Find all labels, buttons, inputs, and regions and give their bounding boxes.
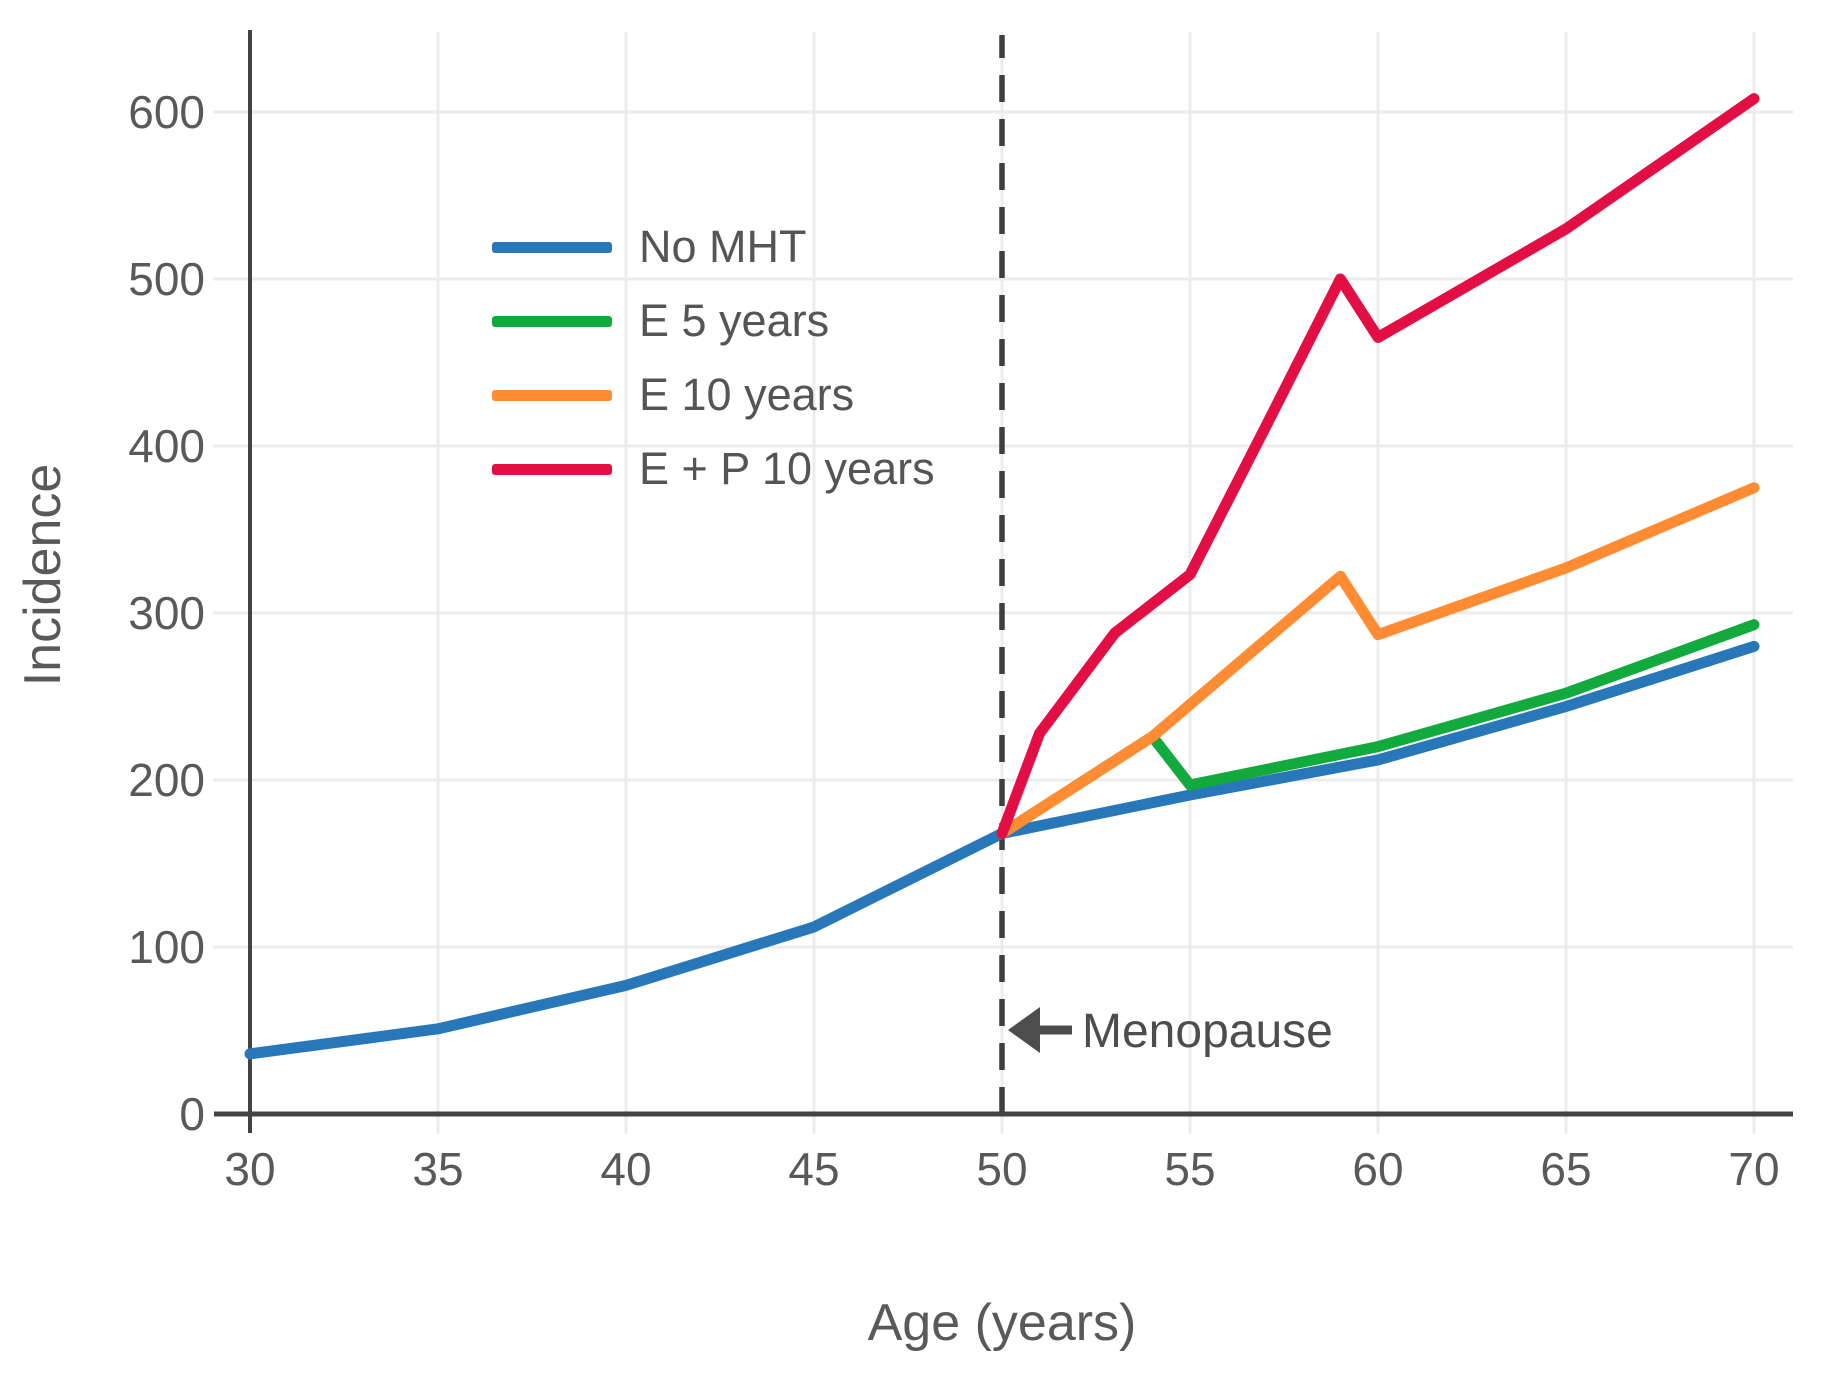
x-tick-label: 70 [1728, 1143, 1779, 1195]
x-tick-label: 40 [600, 1143, 651, 1195]
x-tick-label: 55 [1164, 1143, 1215, 1195]
x-tick-label: 60 [1352, 1143, 1403, 1195]
y-tick-label: 500 [128, 253, 205, 305]
legend-label-no-mht: No MHT [639, 221, 807, 272]
y-tick-label: 0 [179, 1088, 205, 1140]
legend-label-e-p-10-years: E + P 10 years [639, 443, 935, 494]
legend-swatch-e-5-years [492, 315, 612, 327]
legend-item-no-mht: No MHT [492, 210, 935, 284]
y-tick-label: 200 [128, 754, 205, 806]
y-tick-label: 300 [128, 587, 205, 639]
gridlines [213, 32, 1793, 1134]
legend-label-e-10-years: E 10 years [639, 369, 855, 420]
legend-item-e-p-10-years: E + P 10 years [492, 432, 935, 506]
y-tick-label: 100 [128, 921, 205, 973]
legend-label-e-5-years: E 5 years [639, 295, 830, 346]
legend-swatch-no-mht [492, 241, 612, 253]
x-tick-label: 30 [224, 1143, 275, 1195]
series-lines [244, 93, 1760, 1060]
axes [214, 30, 1793, 1133]
x-tick-label: 35 [412, 1143, 463, 1195]
y-tick-label: 600 [128, 86, 205, 138]
legend: No MHT E 5 years E 10 years E + P 10 yea… [492, 210, 935, 506]
legend-item-e-10-years: E 10 years [492, 358, 935, 432]
series-line-e-10-years [996, 482, 1760, 839]
series-line-e-p-10-years [996, 93, 1760, 839]
y-tick-labels: 0 100 200 300 400 500 600 [128, 86, 205, 1140]
x-tick-labels: 30 35 40 45 50 55 60 65 70 [224, 1143, 1779, 1195]
legend-swatch-e-p-10-years [492, 463, 612, 475]
menopause-label: Menopause [1082, 1005, 1333, 1058]
x-tick-label: 65 [1540, 1143, 1591, 1195]
x-tick-label: 45 [788, 1143, 839, 1195]
menopause-annotation: Menopause [1008, 1005, 1333, 1058]
legend-swatch-e-10-years [492, 389, 612, 401]
arrow-head-icon [1008, 1007, 1040, 1053]
x-tick-label: 50 [976, 1143, 1027, 1195]
y-axis-label: Incidence [14, 464, 72, 687]
legend-item-e-5-years: E 5 years [492, 284, 935, 358]
x-axis-label: Age (years) [868, 1294, 1137, 1352]
y-tick-label: 400 [128, 420, 205, 472]
